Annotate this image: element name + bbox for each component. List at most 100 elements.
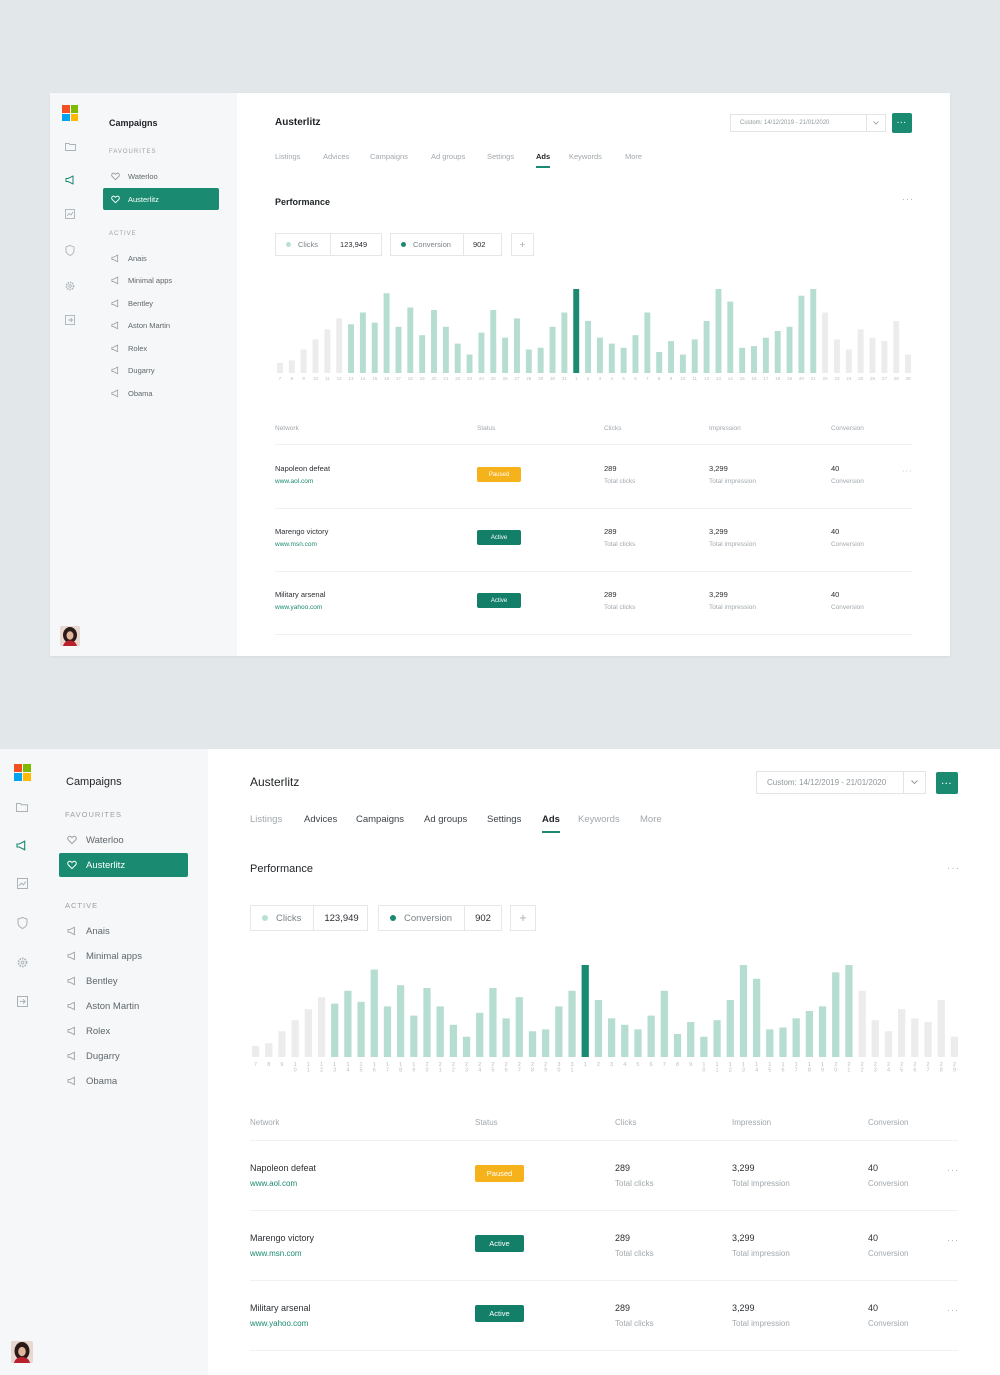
add-metric-button[interactable]: + <box>511 233 534 256</box>
tab-ads[interactable]: Ads <box>536 152 551 168</box>
chart-bar[interactable] <box>911 1018 919 1057</box>
chart-bar[interactable] <box>805 1011 813 1057</box>
chart-bar[interactable] <box>798 295 805 373</box>
chart-bar[interactable] <box>514 318 520 373</box>
tab-more[interactable]: More <box>625 152 643 161</box>
chart-bar[interactable] <box>502 337 509 373</box>
chart-bar[interactable] <box>288 360 295 373</box>
chart-bar[interactable] <box>568 990 576 1057</box>
sidebar-item-bentley[interactable]: Bentley <box>103 292 219 314</box>
status-badge[interactable]: Active <box>477 530 521 545</box>
sidebar-item-waterloo[interactable]: Waterloo <box>59 828 188 852</box>
chart-bar[interactable] <box>715 289 722 373</box>
megaphone-icon[interactable] <box>65 171 76 189</box>
chart-bar[interactable] <box>786 326 793 373</box>
chart-bar[interactable] <box>673 1034 682 1057</box>
chart-bar[interactable] <box>818 1006 827 1057</box>
tab-settings[interactable]: Settings <box>487 152 515 161</box>
chart-bar[interactable] <box>713 1020 721 1057</box>
chart-bar[interactable] <box>291 1020 299 1057</box>
chart-bar[interactable] <box>869 337 876 373</box>
chart-bar[interactable] <box>397 985 405 1057</box>
gear-icon[interactable] <box>65 277 75 295</box>
chart-bar[interactable] <box>454 343 461 373</box>
tab-keywords[interactable]: Keywords <box>569 152 602 161</box>
status-badge[interactable]: Active <box>475 1235 524 1252</box>
chart-bar[interactable] <box>644 312 651 373</box>
status-badge[interactable]: Active <box>477 593 521 608</box>
tab-more[interactable]: More <box>640 814 662 825</box>
chart-bar[interactable] <box>727 301 734 373</box>
chart-bar[interactable] <box>357 1001 365 1057</box>
column-header-clicks[interactable]: Clicks <box>604 425 622 432</box>
chart-icon[interactable] <box>65 205 75 223</box>
column-header-status[interactable]: Status <box>475 1118 498 1127</box>
folder-icon[interactable] <box>64 137 76 155</box>
metric-conversion[interactable]: Conversion 902 <box>378 905 502 931</box>
sidebar-item-minimal-apps[interactable]: Minimal apps <box>59 944 188 968</box>
chart-bar[interactable] <box>620 347 627 373</box>
sidebar-item-dugarry[interactable]: Dugarry <box>59 1044 188 1068</box>
logout-icon[interactable] <box>16 990 28 1012</box>
more-button[interactable]: ··· <box>936 772 958 794</box>
chart-bar[interactable] <box>726 999 734 1057</box>
chart-bar[interactable] <box>751 346 757 373</box>
chart-bar[interactable] <box>449 1024 457 1057</box>
column-header-network[interactable]: Network <box>275 425 299 432</box>
network-url-link[interactable]: www.msn.com <box>275 541 317 548</box>
chart-bar[interactable] <box>621 1024 629 1057</box>
chart-bar[interactable] <box>739 965 748 1057</box>
chart-bar[interactable] <box>753 978 761 1057</box>
logout-icon[interactable] <box>65 311 75 329</box>
chart-bar[interactable] <box>905 354 912 373</box>
sidebar-item-waterloo[interactable]: Waterloo <box>103 165 219 187</box>
row-options-icon[interactable]: ··· <box>947 1165 959 1175</box>
date-range-picker[interactable]: Custom: 14/12/2019 - 21/01/2020 <box>730 114 886 132</box>
chart-bar[interactable] <box>573 289 580 373</box>
avatar[interactable] <box>60 626 80 646</box>
chart-bar[interactable] <box>871 1020 879 1057</box>
chart-bar[interactable] <box>845 349 852 373</box>
chart-bar[interactable] <box>478 332 485 373</box>
chart-bar[interactable] <box>679 354 686 373</box>
chart-bar[interactable] <box>779 1027 787 1057</box>
chart-bar[interactable] <box>893 320 900 373</box>
sidebar-item-aston-martin[interactable]: Aston Martin <box>103 315 219 337</box>
tab-ads[interactable]: Ads <box>542 814 560 833</box>
metric-conversion[interactable]: Conversion 902 <box>390 233 502 256</box>
chart-bar[interactable] <box>251 1045 260 1057</box>
network-url-link[interactable]: www.msn.com <box>250 1249 302 1258</box>
row-options-icon[interactable]: ··· <box>902 466 913 475</box>
column-header-status[interactable]: Status <box>477 425 496 432</box>
chart-bar[interactable] <box>774 331 781 373</box>
tab-campaigns[interactable]: Campaigns <box>370 152 408 161</box>
chart-bar[interactable] <box>276 362 283 373</box>
chart-bar[interactable] <box>436 1006 444 1057</box>
chart-bar[interactable] <box>857 329 864 373</box>
chart-bar[interactable] <box>462 1036 471 1057</box>
chart-bar[interactable] <box>937 999 945 1057</box>
network-url-link[interactable]: www.yahoo.com <box>250 1319 309 1328</box>
chart-bar[interactable] <box>647 1015 655 1057</box>
chart-bar[interactable] <box>359 312 366 373</box>
chart-icon[interactable] <box>16 872 28 894</box>
chart-bar[interactable] <box>585 320 592 373</box>
tab-ad-groups[interactable]: Ad groups <box>424 814 468 825</box>
chart-bar[interactable] <box>762 337 769 373</box>
chart-bar[interactable] <box>607 1018 616 1057</box>
chart-bar[interactable] <box>700 1036 708 1057</box>
network-url-link[interactable]: www.aol.com <box>250 1179 298 1188</box>
chart-bar[interactable] <box>632 335 639 373</box>
chart-bar[interactable] <box>410 1015 418 1057</box>
tab-campaigns[interactable]: Campaigns <box>356 814 405 825</box>
chart-bar[interactable] <box>739 347 746 373</box>
chart-bar[interactable] <box>407 307 414 373</box>
sidebar-item-aston-martin[interactable]: Aston Martin <box>59 994 188 1018</box>
chart-bar[interactable] <box>634 1029 642 1057</box>
chart-bar[interactable] <box>419 335 426 373</box>
column-header-impression[interactable]: Impression <box>732 1118 772 1127</box>
chart-bar[interactable] <box>898 1009 906 1057</box>
tab-advices[interactable]: Advices <box>323 152 350 161</box>
chart-bar[interactable] <box>656 352 663 373</box>
chart-bar[interactable] <box>687 1022 695 1057</box>
